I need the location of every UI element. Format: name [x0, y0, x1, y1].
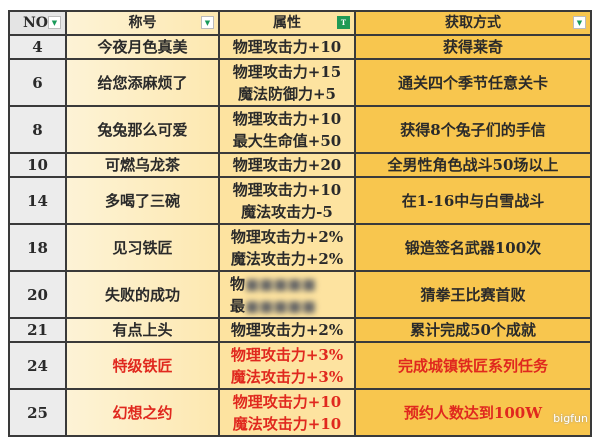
- cell-no: 8: [9, 106, 66, 153]
- cell-method: 在1-16中与白雪战斗: [355, 177, 591, 224]
- header-label: 获取方式: [445, 15, 501, 31]
- table-row: 10 可燃乌龙茶 物理攻击力+20 全男性角色战斗50场以上: [9, 153, 591, 177]
- header-attr: 属性 T: [219, 11, 355, 35]
- cell-title: 兔兔那么可爱: [66, 106, 219, 153]
- attr-line: 最: [230, 297, 245, 315]
- cell-no: 14: [9, 177, 66, 224]
- attr-line: 物理攻击力+20: [220, 154, 354, 176]
- cell-attr: 物理攻击力+10: [219, 35, 355, 59]
- cell-title: 给您添麻烦了: [66, 59, 219, 106]
- cell-method: 通关四个季节任意关卡: [355, 59, 591, 106]
- cell-attr: 物理攻击力+20: [219, 153, 355, 177]
- blurred-text: ■■■■■: [245, 275, 316, 293]
- cell-attr: 物理攻击力+2%魔法攻击力+2%: [219, 224, 355, 271]
- attr-line: 魔法攻击力-5: [220, 201, 354, 223]
- attr-line: 魔法攻击力+3%: [220, 366, 354, 388]
- titles-table: NO.▼ 称号 ▼ 属性 T 获取方式 ▼ 4 今夜月色真美 物理攻击力+10 获得莱…: [8, 10, 592, 437]
- cell-method: 完成城镇铁匠系列任务: [355, 342, 591, 389]
- cell-method: 锻造签名武器100次: [355, 224, 591, 271]
- cell-title: 失败的成功: [66, 271, 219, 318]
- blurred-text: ■■■■■: [245, 297, 316, 315]
- attr-line: 魔法防御力+5: [220, 83, 354, 105]
- cell-no: 4: [9, 35, 66, 59]
- cell-title: 可燃乌龙茶: [66, 153, 219, 177]
- dropdown-icon[interactable]: ▼: [201, 16, 214, 29]
- cell-title: 有点上头: [66, 318, 219, 342]
- cell-attr: 物理攻击力+3%魔法攻击力+3%: [219, 342, 355, 389]
- header-no: NO.▼: [9, 11, 66, 35]
- cell-title: 特级铁匠: [66, 342, 219, 389]
- table-row: 18 见习铁匠 物理攻击力+2%魔法攻击力+2% 锻造签名武器100次: [9, 224, 591, 271]
- header-row: NO.▼ 称号 ▼ 属性 T 获取方式 ▼: [9, 11, 591, 35]
- cell-method: 累计完成50个成就: [355, 318, 591, 342]
- cell-no: 25: [9, 389, 66, 436]
- cell-method: 获得莱奇: [355, 35, 591, 59]
- attr-line: 物: [230, 275, 245, 293]
- cell-no: 18: [9, 224, 66, 271]
- dropdown-icon[interactable]: ▼: [48, 16, 61, 29]
- dropdown-icon[interactable]: ▼: [573, 16, 586, 29]
- attr-line: 物理攻击力+2%: [220, 319, 354, 341]
- attr-line: 物理攻击力+3%: [220, 344, 354, 366]
- header-method: 获取方式 ▼: [355, 11, 591, 35]
- cell-method: 猜拳王比赛首败: [355, 271, 591, 318]
- header-title: 称号 ▼: [66, 11, 219, 35]
- attr-line: 物理攻击力+2%: [220, 226, 354, 248]
- header-label: 称号: [129, 15, 157, 31]
- table-row: 24 特级铁匠 物理攻击力+3%魔法攻击力+3% 完成城镇铁匠系列任务: [9, 342, 591, 389]
- attr-line: 最大生命值+50: [220, 130, 354, 152]
- cell-title: 幻想之约: [66, 389, 219, 436]
- filter-icon[interactable]: T: [337, 16, 350, 29]
- cell-attr: 物理攻击力+2%: [219, 318, 355, 342]
- cell-no: 10: [9, 153, 66, 177]
- cell-no: 20: [9, 271, 66, 318]
- attr-line: 魔法攻击力+2%: [220, 248, 354, 270]
- table-row: 4 今夜月色真美 物理攻击力+10 获得莱奇: [9, 35, 591, 59]
- cell-no: 24: [9, 342, 66, 389]
- cell-no: 21: [9, 318, 66, 342]
- header-label: 属性: [273, 15, 301, 31]
- cell-method: 全男性角色战斗50场以上: [355, 153, 591, 177]
- cell-title: 多喝了三碗: [66, 177, 219, 224]
- table-row: 20 失败的成功 物■■■■■最■■■■■ 猜拳王比赛首败: [9, 271, 591, 318]
- attr-line: 物理攻击力+10: [220, 36, 354, 58]
- watermark: bigfun: [553, 412, 588, 425]
- cell-title: 今夜月色真美: [66, 35, 219, 59]
- attr-line: 物理攻击力+10: [220, 108, 354, 130]
- attr-line: 物理攻击力+10: [220, 391, 354, 413]
- attr-line: 物理攻击力+10: [220, 179, 354, 201]
- cell-title: 见习铁匠: [66, 224, 219, 271]
- cell-method: 获得8个兔子们的手信: [355, 106, 591, 153]
- attr-line: 魔法攻击力+10: [220, 413, 354, 435]
- table-row: 21 有点上头 物理攻击力+2% 累计完成50个成就: [9, 318, 591, 342]
- attr-line: 物理攻击力+15: [220, 61, 354, 83]
- cell-attr: 物■■■■■最■■■■■: [219, 271, 355, 318]
- cell-no: 6: [9, 59, 66, 106]
